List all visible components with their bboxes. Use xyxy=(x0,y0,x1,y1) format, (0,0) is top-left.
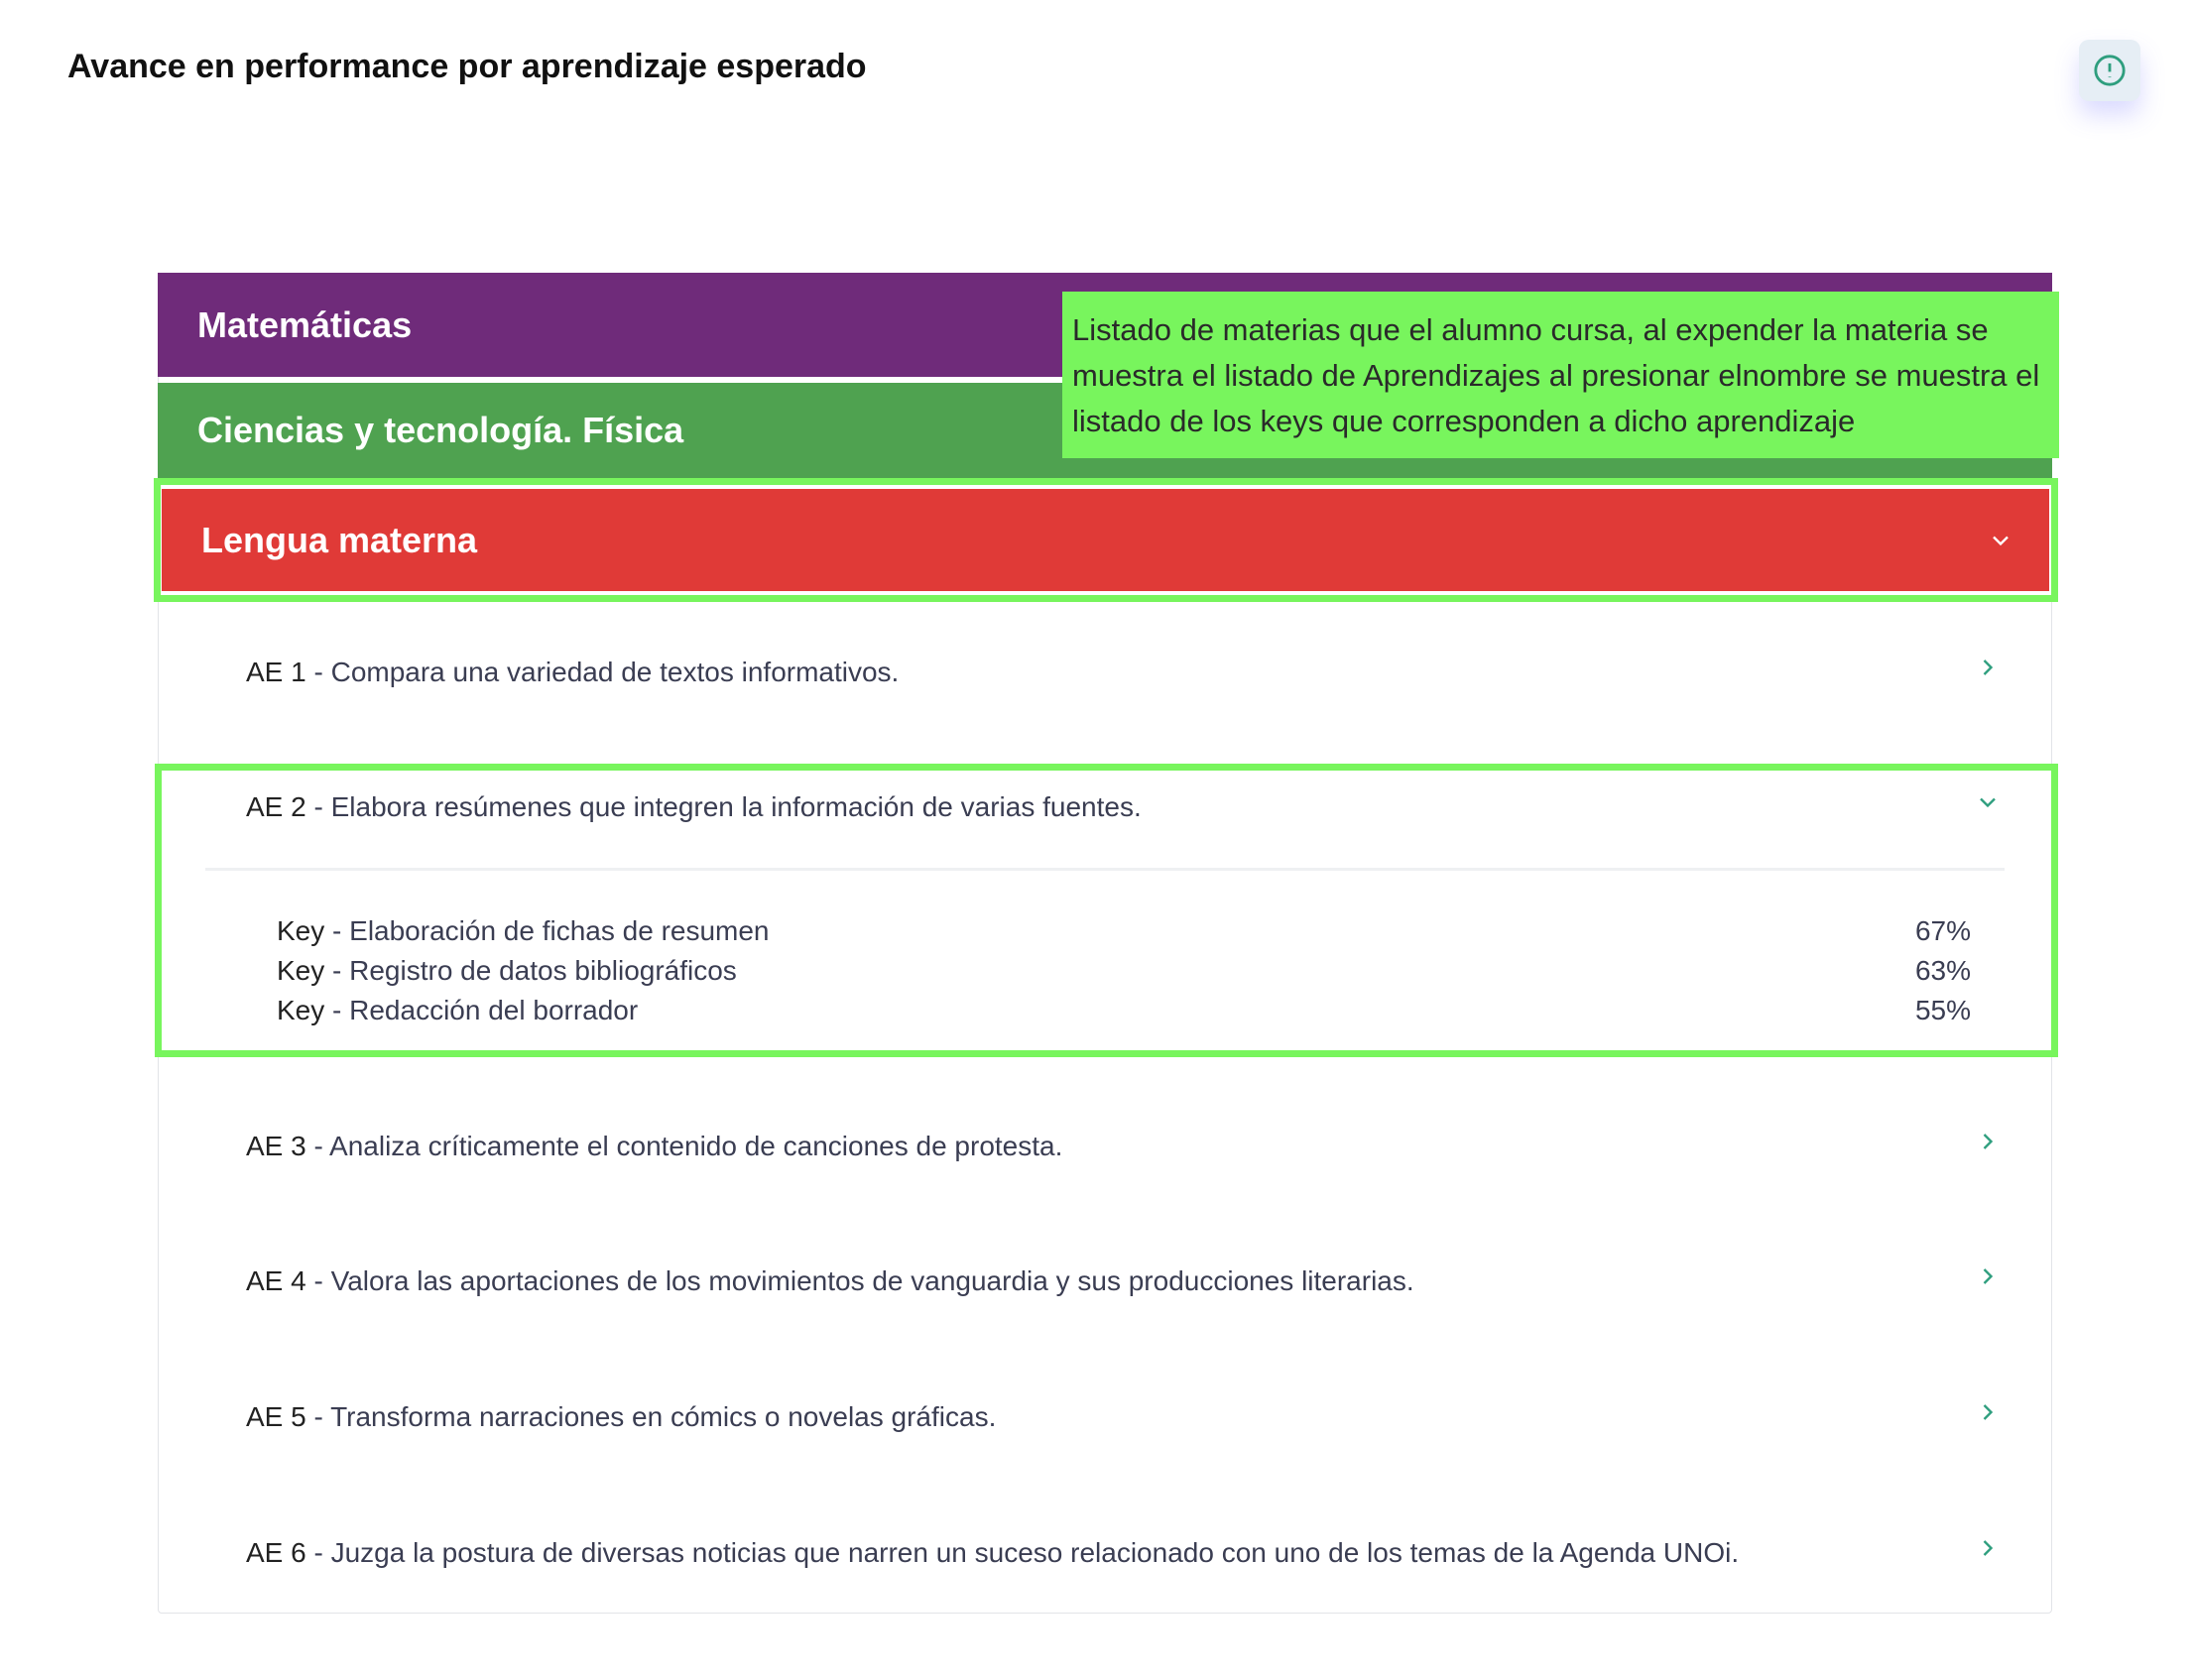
learning-row[interactable]: AE 5 - Transforma narraciones en cómics … xyxy=(246,1401,997,1432)
learning-row[interactable]: AE 3 - Analiza críticamente el contenido… xyxy=(246,1131,1063,1161)
learning-row[interactable]: AE 4 - Valora las aportaciones de los mo… xyxy=(246,1265,1414,1296)
chevron-right-icon[interactable] xyxy=(1974,1262,2002,1290)
chevron-right-icon[interactable] xyxy=(1974,1534,2002,1562)
key-percent: 63% xyxy=(1914,955,1971,986)
chevron-right-icon[interactable] xyxy=(1974,1398,2002,1426)
highlight-outline xyxy=(155,764,2058,1057)
key-row: Key - Registro de datos bibliográficos 63… xyxy=(277,955,1971,986)
info-button[interactable] xyxy=(2079,40,2140,101)
key-percent: 67% xyxy=(1914,915,1971,946)
alert-circle-icon xyxy=(2094,55,2126,86)
subject-label: Ciencias y tecnología. Física xyxy=(197,410,684,450)
chevron-right-icon[interactable] xyxy=(1974,654,2002,681)
subject-label: Lengua materna xyxy=(201,519,478,560)
subject-lengua-materna[interactable]: Lengua materna xyxy=(162,489,2049,591)
highlight-outline xyxy=(154,478,2058,602)
chevron-down-icon[interactable] xyxy=(1974,788,2002,816)
key-row: Key - Elaboración de fichas de resumen 67… xyxy=(277,915,1971,946)
learning-row[interactable]: AE 1 - Compara una variedad de textos in… xyxy=(246,657,900,687)
learning-row[interactable]: AE 6 - Juzga la postura de diversas noti… xyxy=(246,1537,1740,1568)
subject-label: Matemáticas xyxy=(197,303,413,345)
chevron-down-icon xyxy=(1993,536,2009,546)
page-title: Avance en performance por aprendizaje es… xyxy=(67,48,867,85)
learning-row[interactable]: AE 2 - Elabora resúmenes que integren la… xyxy=(246,791,1142,822)
key-row: Key - Redacción del borrador 55% xyxy=(277,995,1971,1025)
divider xyxy=(205,868,2005,871)
chevron-right-icon[interactable] xyxy=(1974,1128,2002,1155)
annotation-note: Listado de materias que el alumno cursa,… xyxy=(1062,292,2059,458)
key-percent: 55% xyxy=(1914,995,1971,1025)
